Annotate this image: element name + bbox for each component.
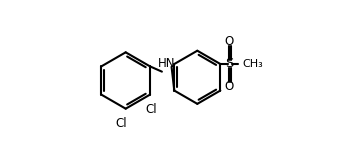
- Text: S: S: [225, 57, 234, 71]
- Text: O: O: [225, 35, 234, 48]
- Text: HN: HN: [158, 57, 176, 70]
- Text: Cl: Cl: [116, 117, 127, 130]
- Text: O: O: [225, 80, 234, 93]
- Text: CH₃: CH₃: [242, 59, 263, 69]
- Text: Cl: Cl: [146, 103, 157, 116]
